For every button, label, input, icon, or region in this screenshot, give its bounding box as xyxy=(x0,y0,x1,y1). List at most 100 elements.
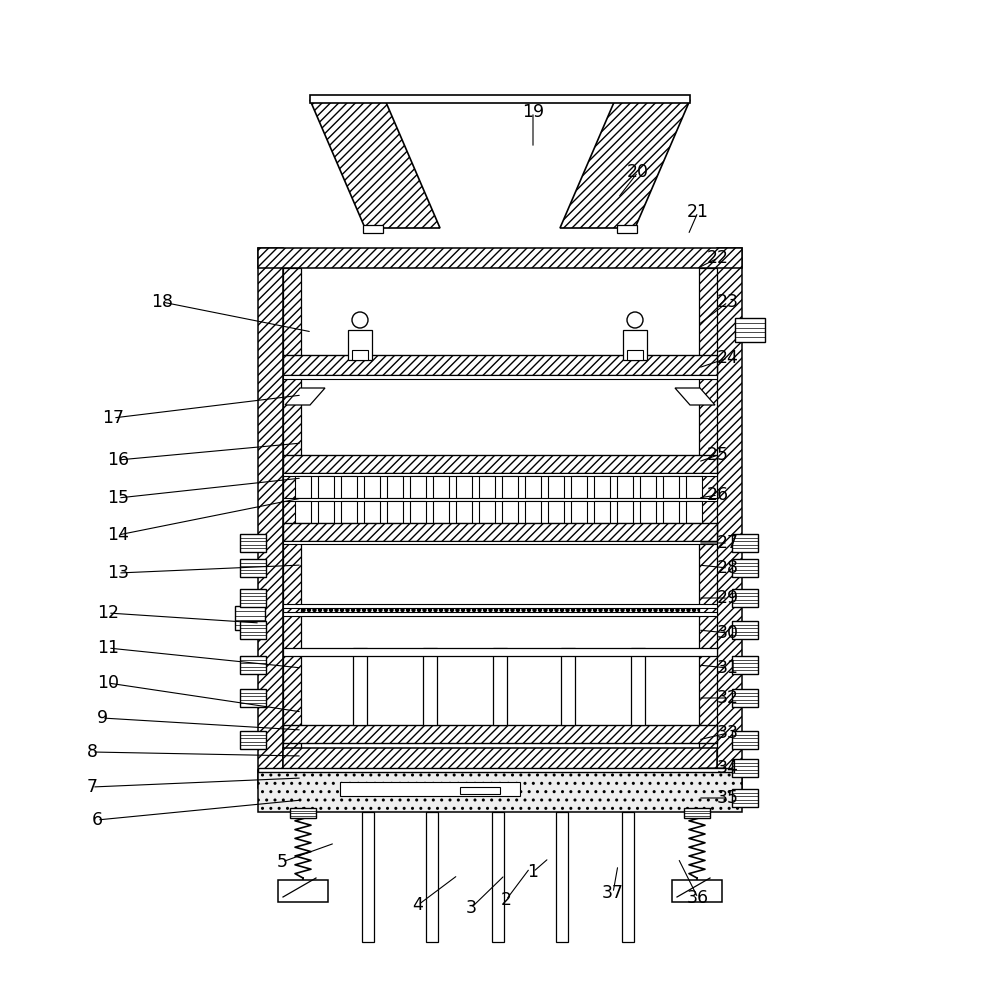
Bar xyxy=(640,476,656,498)
Bar xyxy=(548,501,564,523)
Bar xyxy=(571,476,587,498)
Circle shape xyxy=(521,608,526,612)
Circle shape xyxy=(675,608,680,612)
Text: 37: 37 xyxy=(602,884,624,902)
Bar xyxy=(363,225,383,233)
Bar xyxy=(493,648,507,725)
Bar xyxy=(672,880,722,902)
Bar xyxy=(663,476,679,498)
Circle shape xyxy=(708,608,713,612)
Circle shape xyxy=(472,608,476,612)
Text: 30: 30 xyxy=(717,624,739,642)
Text: 2: 2 xyxy=(501,891,512,909)
Bar xyxy=(240,534,266,552)
Bar xyxy=(283,498,717,501)
Bar xyxy=(295,476,311,498)
Text: 31: 31 xyxy=(717,659,739,677)
Bar xyxy=(283,375,717,379)
Bar xyxy=(352,350,368,360)
Circle shape xyxy=(615,608,619,612)
Circle shape xyxy=(384,608,388,612)
Bar xyxy=(617,501,633,523)
Circle shape xyxy=(488,608,493,612)
Circle shape xyxy=(345,608,350,612)
Bar xyxy=(410,476,426,498)
Circle shape xyxy=(367,608,372,612)
Bar xyxy=(290,808,316,818)
Circle shape xyxy=(703,608,707,612)
Bar xyxy=(258,768,742,772)
Circle shape xyxy=(560,608,564,612)
Circle shape xyxy=(505,608,509,612)
Text: 29: 29 xyxy=(717,589,739,607)
Circle shape xyxy=(609,608,614,612)
Text: 5: 5 xyxy=(276,853,288,871)
Circle shape xyxy=(351,608,355,612)
Bar xyxy=(663,501,679,523)
Text: 7: 7 xyxy=(87,778,98,796)
Circle shape xyxy=(499,608,504,612)
Circle shape xyxy=(510,608,515,612)
Bar xyxy=(732,534,758,552)
Bar xyxy=(594,501,610,523)
Circle shape xyxy=(411,608,416,612)
Bar xyxy=(617,476,633,498)
Text: 22: 22 xyxy=(707,249,729,267)
Text: 4: 4 xyxy=(413,896,423,914)
Bar xyxy=(456,476,472,498)
Bar xyxy=(240,621,266,639)
Circle shape xyxy=(598,608,603,612)
Bar xyxy=(283,455,717,473)
Bar xyxy=(732,621,758,639)
Circle shape xyxy=(565,608,570,612)
Circle shape xyxy=(323,608,328,612)
Text: 20: 20 xyxy=(627,163,649,181)
Bar xyxy=(240,689,266,707)
Bar xyxy=(623,330,647,360)
Bar xyxy=(594,476,610,498)
Circle shape xyxy=(697,608,702,612)
Circle shape xyxy=(400,608,405,612)
Bar xyxy=(433,501,449,523)
Bar xyxy=(353,648,367,725)
Circle shape xyxy=(576,608,581,612)
Bar xyxy=(240,656,266,674)
Bar xyxy=(732,759,758,777)
Polygon shape xyxy=(560,100,690,228)
Bar xyxy=(341,501,357,523)
Bar xyxy=(258,248,742,268)
Bar xyxy=(283,725,717,743)
Circle shape xyxy=(494,608,498,612)
Text: 3: 3 xyxy=(466,899,477,917)
Bar xyxy=(732,689,758,707)
Bar xyxy=(492,812,504,942)
Bar xyxy=(278,880,328,902)
Circle shape xyxy=(318,608,322,612)
Bar xyxy=(283,604,717,608)
Bar xyxy=(686,501,702,523)
Bar xyxy=(283,268,301,758)
Circle shape xyxy=(587,608,592,612)
Text: 17: 17 xyxy=(102,409,124,427)
Circle shape xyxy=(659,608,663,612)
Text: 8: 8 xyxy=(87,743,98,761)
Bar xyxy=(732,731,758,749)
Bar xyxy=(640,501,656,523)
Circle shape xyxy=(648,608,652,612)
Bar xyxy=(525,476,541,498)
Circle shape xyxy=(307,608,311,612)
Circle shape xyxy=(356,608,361,612)
Text: 23: 23 xyxy=(717,293,739,311)
Text: 13: 13 xyxy=(107,564,129,582)
Circle shape xyxy=(301,608,306,612)
Bar xyxy=(684,808,710,818)
Bar xyxy=(362,812,374,942)
Circle shape xyxy=(714,608,718,612)
Bar xyxy=(627,350,643,360)
Bar xyxy=(686,476,702,498)
Text: 33: 33 xyxy=(717,724,739,742)
Text: 35: 35 xyxy=(717,789,739,807)
Circle shape xyxy=(352,312,368,328)
Bar xyxy=(283,523,717,541)
Bar xyxy=(318,501,334,523)
